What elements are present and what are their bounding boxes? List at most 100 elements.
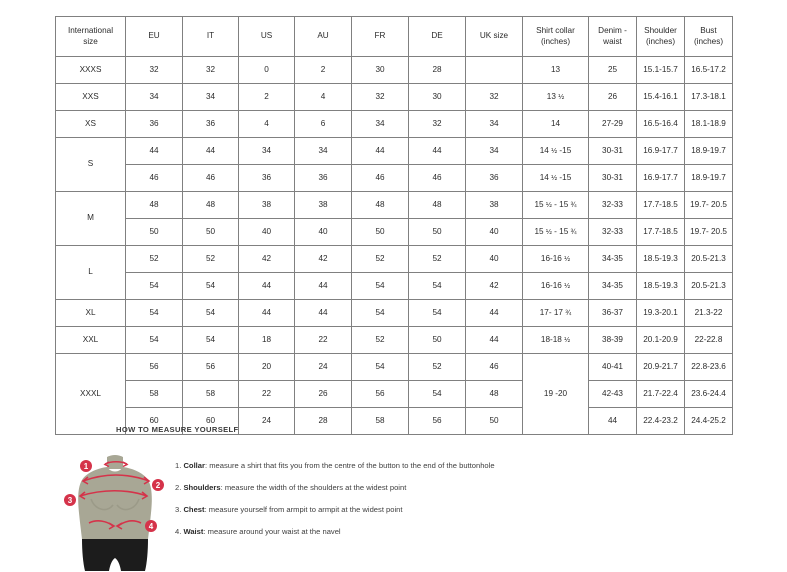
cell-denim-waist: 36-37 bbox=[588, 299, 637, 327]
waist-arrow-head-inner-left bbox=[108, 522, 116, 530]
cell-uk: 42 bbox=[465, 272, 523, 300]
cell-shoulder: 20.1-20.9 bbox=[636, 326, 685, 354]
cell-uk: 40 bbox=[465, 218, 523, 246]
cell-it: 32 bbox=[182, 56, 239, 84]
cell-bust: 17.3-18.1 bbox=[684, 83, 733, 111]
cell-de: 52 bbox=[408, 245, 466, 273]
cell-eu: 54 bbox=[125, 299, 183, 327]
table-header-row: International size EU IT US AU FR DE UK size Shir… bbox=[55, 16, 733, 57]
cell-denim-waist: 34-35 bbox=[588, 245, 637, 273]
cell-bust: 22-22.8 bbox=[684, 326, 733, 354]
table-header: International size EU IT US AU FR DE UK size Shir… bbox=[55, 16, 733, 57]
cell-shoulder: 16.5-16.4 bbox=[636, 110, 685, 138]
cell-us: 20 bbox=[238, 353, 295, 381]
cell-us: 44 bbox=[238, 299, 295, 327]
cell-de: 44 bbox=[408, 137, 466, 165]
marker-2-label: 2 bbox=[156, 481, 161, 490]
cell-eu: 60 bbox=[125, 407, 183, 435]
cell-shoulder: 17.7-18.5 bbox=[636, 218, 685, 246]
cell-international-size: XXL bbox=[55, 326, 126, 354]
shorts-shape bbox=[82, 539, 148, 571]
cell-fr: 50 bbox=[351, 218, 409, 246]
column-header-de: DE bbox=[408, 16, 466, 57]
cell-shoulder: 21.7-22.4 bbox=[636, 380, 685, 408]
cell-uk: 48 bbox=[465, 380, 523, 408]
cell-shirt-collar: 15 ½ - 15 ¾ bbox=[522, 218, 589, 246]
cell-denim-waist: 27-29 bbox=[588, 110, 637, 138]
cell-au: 44 bbox=[294, 299, 352, 327]
cell-de: 48 bbox=[408, 191, 466, 219]
cell-de: 32 bbox=[408, 110, 466, 138]
table-row: XXXS 32 32 0 2 30 28 13 25 15.1-15.7 16.5-17.2 bbox=[55, 56, 733, 84]
cell-au: 26 bbox=[294, 380, 352, 408]
cell-shirt-collar: 15 ½ - 15 ¾ bbox=[522, 191, 589, 219]
cell-eu: 46 bbox=[125, 164, 183, 192]
cell-denim-waist: 34-35 bbox=[588, 272, 637, 300]
cell-denim-waist: 26 bbox=[588, 83, 637, 111]
cell-bust: 18.9-19.7 bbox=[684, 137, 733, 165]
waist-arrow-head-inner-right bbox=[115, 522, 123, 530]
shoulder-measure-arrow bbox=[82, 474, 150, 482]
column-header-au: AU bbox=[294, 16, 352, 57]
cell-fr: 56 bbox=[351, 380, 409, 408]
cell-fr: 48 bbox=[351, 191, 409, 219]
table-row: 50 50 40 40 50 50 40 15 ½ - 15 ¾ 32-33 17.7-18.5 1… bbox=[56, 218, 733, 246]
cell-fr: 30 bbox=[351, 56, 409, 84]
table-row: 58 58 22 26 56 54 48 42-43 21.7-22.4 23.6-24.4 bbox=[56, 380, 733, 408]
cell-eu: 44 bbox=[125, 137, 183, 165]
column-header-it: IT bbox=[182, 16, 239, 57]
cell-fr: 54 bbox=[351, 353, 409, 381]
cell-eu: 32 bbox=[125, 56, 183, 84]
measure-item-number: 2. bbox=[175, 483, 184, 493]
cell-bust: 22.8-23.6 bbox=[684, 353, 733, 381]
cell-shoulder: 18.5-19.3 bbox=[636, 245, 685, 273]
cell-international-size: XXXL bbox=[55, 353, 126, 435]
cell-au: 38 bbox=[294, 191, 352, 219]
measure-item-text: : measure around your waist at the navel bbox=[203, 527, 341, 537]
table-row: 60 60 24 28 58 56 50 44 22.4-23.2 24.4-25.2 bbox=[56, 407, 733, 435]
cell-denim-waist: 30-31 bbox=[588, 164, 637, 192]
measure-item-number: 3. bbox=[175, 505, 184, 515]
marker-4-circle bbox=[145, 520, 157, 532]
column-header-shirt-collar-inches: Shirt collar (inches) bbox=[522, 16, 589, 57]
cell-bust: 19.7- 20.5 bbox=[684, 218, 733, 246]
cell-de: 46 bbox=[408, 164, 466, 192]
table-row: XL 54 54 44 44 54 54 44 17- 17 ¾ 36-37 19.3-20.1 21… bbox=[55, 299, 733, 327]
cell-de: 30 bbox=[408, 83, 466, 111]
cell-shirt-collar: 18-18 ½ bbox=[522, 326, 589, 354]
how-to-measure-section: HOW TO MEASURE YOURSELF bbox=[55, 425, 755, 572]
measure-item-number: 1. bbox=[175, 461, 184, 470]
cell-international-size: M bbox=[55, 191, 126, 246]
cell-shirt-collar: 16-16 ½ bbox=[522, 245, 589, 273]
column-header-bust-inches: Bust (inches) bbox=[684, 16, 733, 57]
cell-de: 28 bbox=[408, 56, 466, 84]
cell-us: 0 bbox=[238, 56, 295, 84]
cell-us: 2 bbox=[238, 83, 295, 111]
measure-item-text: : measure a shirt that fits you from the… bbox=[204, 461, 495, 470]
shoulder-arrow-head-left bbox=[81, 476, 89, 485]
table-row: S 44 44 34 34 44 44 34 14 ½ -15 30-31 16.9-17.7 18.… bbox=[55, 137, 733, 192]
cell-shoulder: 19.3-20.1 bbox=[636, 299, 685, 327]
table-row: XXS 34 34 2 4 32 30 32 13 ½ 26 15.4-16.1 17.3-18.1 bbox=[55, 83, 733, 111]
chest-measure-arrow bbox=[79, 490, 148, 497]
cell-au: 36 bbox=[294, 164, 352, 192]
column-header-uk-size: UK size bbox=[465, 16, 523, 57]
cell-au: 2 bbox=[294, 56, 352, 84]
torso-illustration: 1 2 3 4 bbox=[55, 447, 175, 572]
cell-au: 42 bbox=[294, 245, 352, 273]
cell-it: 54 bbox=[182, 272, 239, 300]
cell-de: 50 bbox=[408, 326, 466, 354]
cell-fr: 52 bbox=[351, 245, 409, 273]
cell-shoulder: 16.9-17.7 bbox=[636, 164, 685, 192]
measure-item-term: Collar bbox=[183, 461, 205, 470]
marker-3-label: 3 bbox=[68, 496, 73, 505]
table-row: XXL 54 54 18 22 52 50 44 18-18 ½ 38-39 20.1-20.9 22… bbox=[55, 326, 733, 354]
cell-au: 4 bbox=[294, 83, 352, 111]
cell-uk: 44 bbox=[465, 299, 523, 327]
table-body: XXXS 32 32 0 2 30 28 13 25 15.1-15.7 16.5-17.2 XXS 3… bbox=[55, 56, 733, 435]
cell-shirt-collar: 16-16 ½ bbox=[522, 272, 589, 300]
chest-arrow-head-right bbox=[141, 491, 149, 500]
cell-au: 6 bbox=[294, 110, 352, 138]
cell-it: 52 bbox=[182, 245, 239, 273]
cell-shoulder: 18.5-19.3 bbox=[636, 272, 685, 300]
